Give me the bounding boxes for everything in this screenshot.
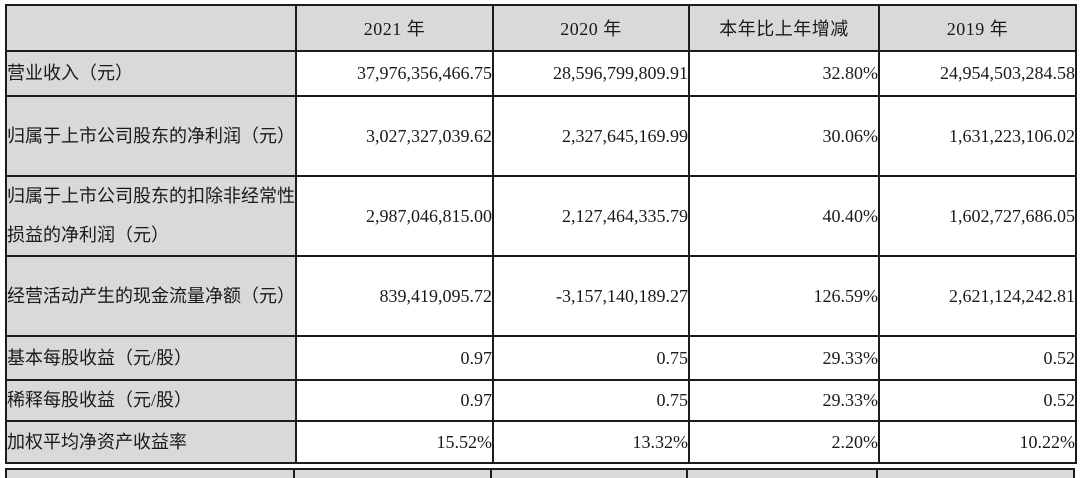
- row-label: 归属于上市公司股东的净利润（元）: [5, 95, 297, 177]
- row-label: 经营活动产生的现金流量净额（元）: [5, 255, 297, 337]
- cell-2019: 0.52: [878, 335, 1077, 381]
- column-header-change: 本年比上年增减: [688, 4, 880, 52]
- table-row-diluted-eps: 稀释每股收益（元/股） 0.97 0.75 29.33% 0.52: [5, 379, 1077, 422]
- column-header-2020: 2020 年: [492, 4, 690, 52]
- partial-cell: [878, 470, 1073, 478]
- cell-2019: 1,631,223,106.02: [878, 95, 1077, 177]
- cell-change: 32.80%: [688, 50, 880, 97]
- cell-2021: 0.97: [295, 335, 494, 381]
- cell-2021: 15.52%: [295, 420, 494, 464]
- partial-cell: [295, 470, 492, 478]
- cell-2020: 13.32%: [492, 420, 690, 464]
- cell-2020: 0.75: [492, 379, 690, 422]
- partial-cell: [688, 470, 878, 478]
- column-header-2021: 2021 年: [295, 4, 494, 52]
- cell-2021: 839,419,095.72: [295, 255, 494, 337]
- cell-2019: 1,602,727,686.05: [878, 175, 1077, 257]
- cell-2020: 2,127,464,335.79: [492, 175, 690, 257]
- cell-change: 29.33%: [688, 379, 880, 422]
- cell-2019: 0.52: [878, 379, 1077, 422]
- cell-change: 126.59%: [688, 255, 880, 337]
- partial-cell: [7, 470, 295, 478]
- row-label: 归属于上市公司股东的扣除非经常性损益的净利润（元）: [5, 175, 297, 257]
- table-row-basic-eps: 基本每股收益（元/股） 0.97 0.75 29.33% 0.52: [5, 335, 1077, 381]
- cell-2020: 0.75: [492, 335, 690, 381]
- cell-change: 40.40%: [688, 175, 880, 257]
- partial-cell: [492, 470, 688, 478]
- table-row-operating-cash-flow: 经营活动产生的现金流量净额（元） 839,419,095.72 -3,157,1…: [5, 255, 1077, 337]
- cell-2019: 24,954,503,284.58: [878, 50, 1077, 97]
- table-row-deducted-net-profit: 归属于上市公司股东的扣除非经常性损益的净利润（元） 2,987,046,815.…: [5, 175, 1077, 257]
- cell-2021: 37,976,356,466.75: [295, 50, 494, 97]
- next-table-partial-row: [5, 468, 1075, 478]
- cell-change: 29.33%: [688, 335, 880, 381]
- cell-2019: 2,621,124,242.81: [878, 255, 1077, 337]
- table-row-revenue: 营业收入（元） 37,976,356,466.75 28,596,799,809…: [5, 50, 1077, 97]
- table-row-net-profit: 归属于上市公司股东的净利润（元） 3,027,327,039.62 2,327,…: [5, 95, 1077, 177]
- row-label: 营业收入（元）: [5, 50, 297, 97]
- financial-summary-table: 2021 年 2020 年 本年比上年增减 2019 年 营业收入（元） 37,…: [5, 4, 1077, 464]
- row-label: 稀释每股收益（元/股）: [5, 379, 297, 422]
- cell-2019: 10.22%: [878, 420, 1077, 464]
- column-header-2019: 2019 年: [878, 4, 1077, 52]
- cell-2020: 2,327,645,169.99: [492, 95, 690, 177]
- cell-2021: 0.97: [295, 379, 494, 422]
- cell-2020: -3,157,140,189.27: [492, 255, 690, 337]
- cell-2021: 2,987,046,815.00: [295, 175, 494, 257]
- cell-change: 2.20%: [688, 420, 880, 464]
- table-row-weighted-avg-roe: 加权平均净资产收益率 15.52% 13.32% 2.20% 10.22%: [5, 420, 1077, 464]
- cell-2021: 3,027,327,039.62: [295, 95, 494, 177]
- cell-2020: 28,596,799,809.91: [492, 50, 690, 97]
- column-header-metric: [5, 4, 297, 52]
- cell-change: 30.06%: [688, 95, 880, 177]
- row-label: 加权平均净资产收益率: [5, 420, 297, 464]
- table-header-row: 2021 年 2020 年 本年比上年增减 2019 年: [5, 4, 1077, 52]
- row-label: 基本每股收益（元/股）: [5, 335, 297, 381]
